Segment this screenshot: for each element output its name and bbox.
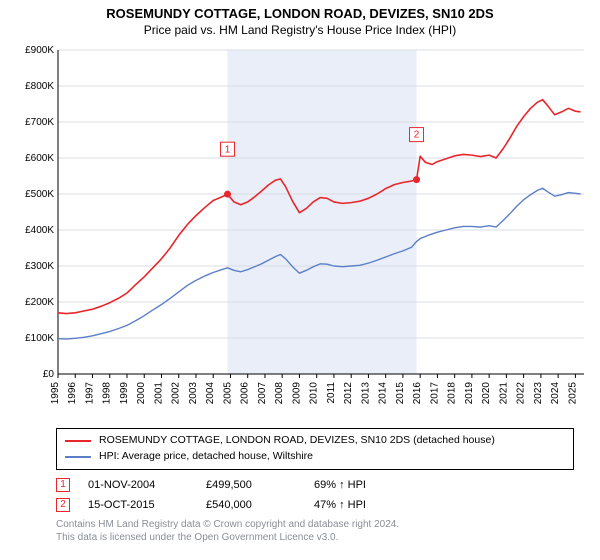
svg-text:2015: 2015 bbox=[395, 382, 406, 405]
svg-text:£200K: £200K bbox=[25, 297, 54, 308]
svg-text:2025: 2025 bbox=[567, 382, 578, 405]
svg-text:2019: 2019 bbox=[464, 382, 475, 405]
legend-row: ROSEMUNDY COTTAGE, LONDON ROAD, DEVIZES,… bbox=[65, 433, 565, 449]
svg-text:2016: 2016 bbox=[412, 382, 423, 405]
event-marker: 1 bbox=[56, 478, 70, 492]
svg-text:2009: 2009 bbox=[291, 382, 302, 405]
svg-text:2008: 2008 bbox=[274, 382, 285, 405]
chart-area: £0 £100K £200K £300K £400K £500K £600K £700K £80… bbox=[12, 44, 588, 424]
legend-label: ROSEMUNDY COTTAGE, LONDON ROAD, DEVIZES,… bbox=[99, 433, 495, 449]
svg-text:2: 2 bbox=[414, 130, 420, 141]
footer-line1: Contains HM Land Registry data © Crown c… bbox=[56, 518, 574, 531]
event-date: 15-OCT-2015 bbox=[88, 499, 188, 511]
legend-swatch bbox=[65, 440, 91, 442]
svg-text:2012: 2012 bbox=[343, 382, 354, 405]
svg-text:£900K: £900K bbox=[25, 45, 54, 56]
title-line2: Price paid vs. HM Land Registry's House … bbox=[10, 23, 590, 38]
svg-text:2018: 2018 bbox=[447, 382, 458, 405]
svg-text:2022: 2022 bbox=[516, 382, 527, 405]
event-delta: 69% ↑ HPI bbox=[314, 479, 366, 491]
event-price: £499,500 bbox=[206, 479, 296, 491]
legend-row: HPI: Average price, detached house, Wilt… bbox=[65, 449, 565, 465]
svg-text:£0: £0 bbox=[43, 369, 55, 380]
footer-line2: This data is licensed under the Open Gov… bbox=[56, 531, 574, 544]
svg-text:2000: 2000 bbox=[136, 382, 147, 405]
svg-text:2011: 2011 bbox=[326, 382, 337, 404]
legend: ROSEMUNDY COTTAGE, LONDON ROAD, DEVIZES,… bbox=[56, 428, 574, 470]
event-delta: 47% ↑ HPI bbox=[314, 499, 366, 511]
line-chart: £0 £100K £200K £300K £400K £500K £600K £700K £80… bbox=[12, 44, 588, 424]
svg-text:1998: 1998 bbox=[102, 382, 113, 405]
legend-label: HPI: Average price, detached house, Wilt… bbox=[99, 449, 313, 465]
svg-text:£400K: £400K bbox=[25, 225, 54, 236]
event-marker: 2 bbox=[56, 498, 70, 512]
svg-text:2007: 2007 bbox=[257, 382, 268, 405]
svg-text:£700K: £700K bbox=[25, 117, 54, 128]
svg-text:2005: 2005 bbox=[222, 382, 233, 405]
svg-text:2023: 2023 bbox=[533, 382, 544, 405]
page: ROSEMUNDY COTTAGE, LONDON ROAD, DEVIZES,… bbox=[0, 0, 600, 560]
legend-swatch bbox=[65, 456, 91, 458]
svg-text:1996: 1996 bbox=[67, 382, 78, 405]
svg-text:2006: 2006 bbox=[240, 382, 251, 405]
svg-text:1: 1 bbox=[225, 145, 231, 156]
svg-text:£500K: £500K bbox=[25, 189, 54, 200]
event-date: 01-NOV-2004 bbox=[88, 479, 188, 491]
svg-text:1997: 1997 bbox=[84, 382, 95, 405]
svg-text:2003: 2003 bbox=[188, 382, 199, 405]
sale-events: 1 01-NOV-2004 £499,500 69% ↑ HPI 2 15-OCT-201… bbox=[56, 478, 574, 512]
footer-attribution: Contains HM Land Registry data © Crown c… bbox=[56, 518, 574, 544]
chart-title: ROSEMUNDY COTTAGE, LONDON ROAD, DEVIZES,… bbox=[10, 6, 590, 38]
svg-text:2001: 2001 bbox=[153, 382, 164, 405]
svg-text:2010: 2010 bbox=[309, 382, 320, 405]
svg-text:2002: 2002 bbox=[171, 382, 182, 405]
svg-text:£800K: £800K bbox=[25, 81, 54, 92]
title-line1: ROSEMUNDY COTTAGE, LONDON ROAD, DEVIZES,… bbox=[10, 6, 590, 22]
event-row: 2 15-OCT-2015 £540,000 47% ↑ HPI bbox=[56, 498, 574, 512]
svg-text:1999: 1999 bbox=[119, 382, 130, 405]
svg-text:2014: 2014 bbox=[378, 382, 389, 405]
event-price: £540,000 bbox=[206, 499, 296, 511]
event-row: 1 01-NOV-2004 £499,500 69% ↑ HPI bbox=[56, 478, 574, 492]
svg-text:2024: 2024 bbox=[550, 382, 561, 405]
svg-text:2004: 2004 bbox=[205, 382, 216, 405]
svg-text:2013: 2013 bbox=[360, 382, 371, 405]
svg-text:£300K: £300K bbox=[25, 261, 54, 272]
svg-text:2021: 2021 bbox=[498, 382, 509, 405]
svg-text:1995: 1995 bbox=[50, 382, 61, 405]
svg-text:£600K: £600K bbox=[25, 153, 54, 164]
svg-text:2020: 2020 bbox=[481, 382, 492, 405]
svg-text:2017: 2017 bbox=[429, 382, 440, 405]
svg-text:£100K: £100K bbox=[25, 333, 54, 344]
